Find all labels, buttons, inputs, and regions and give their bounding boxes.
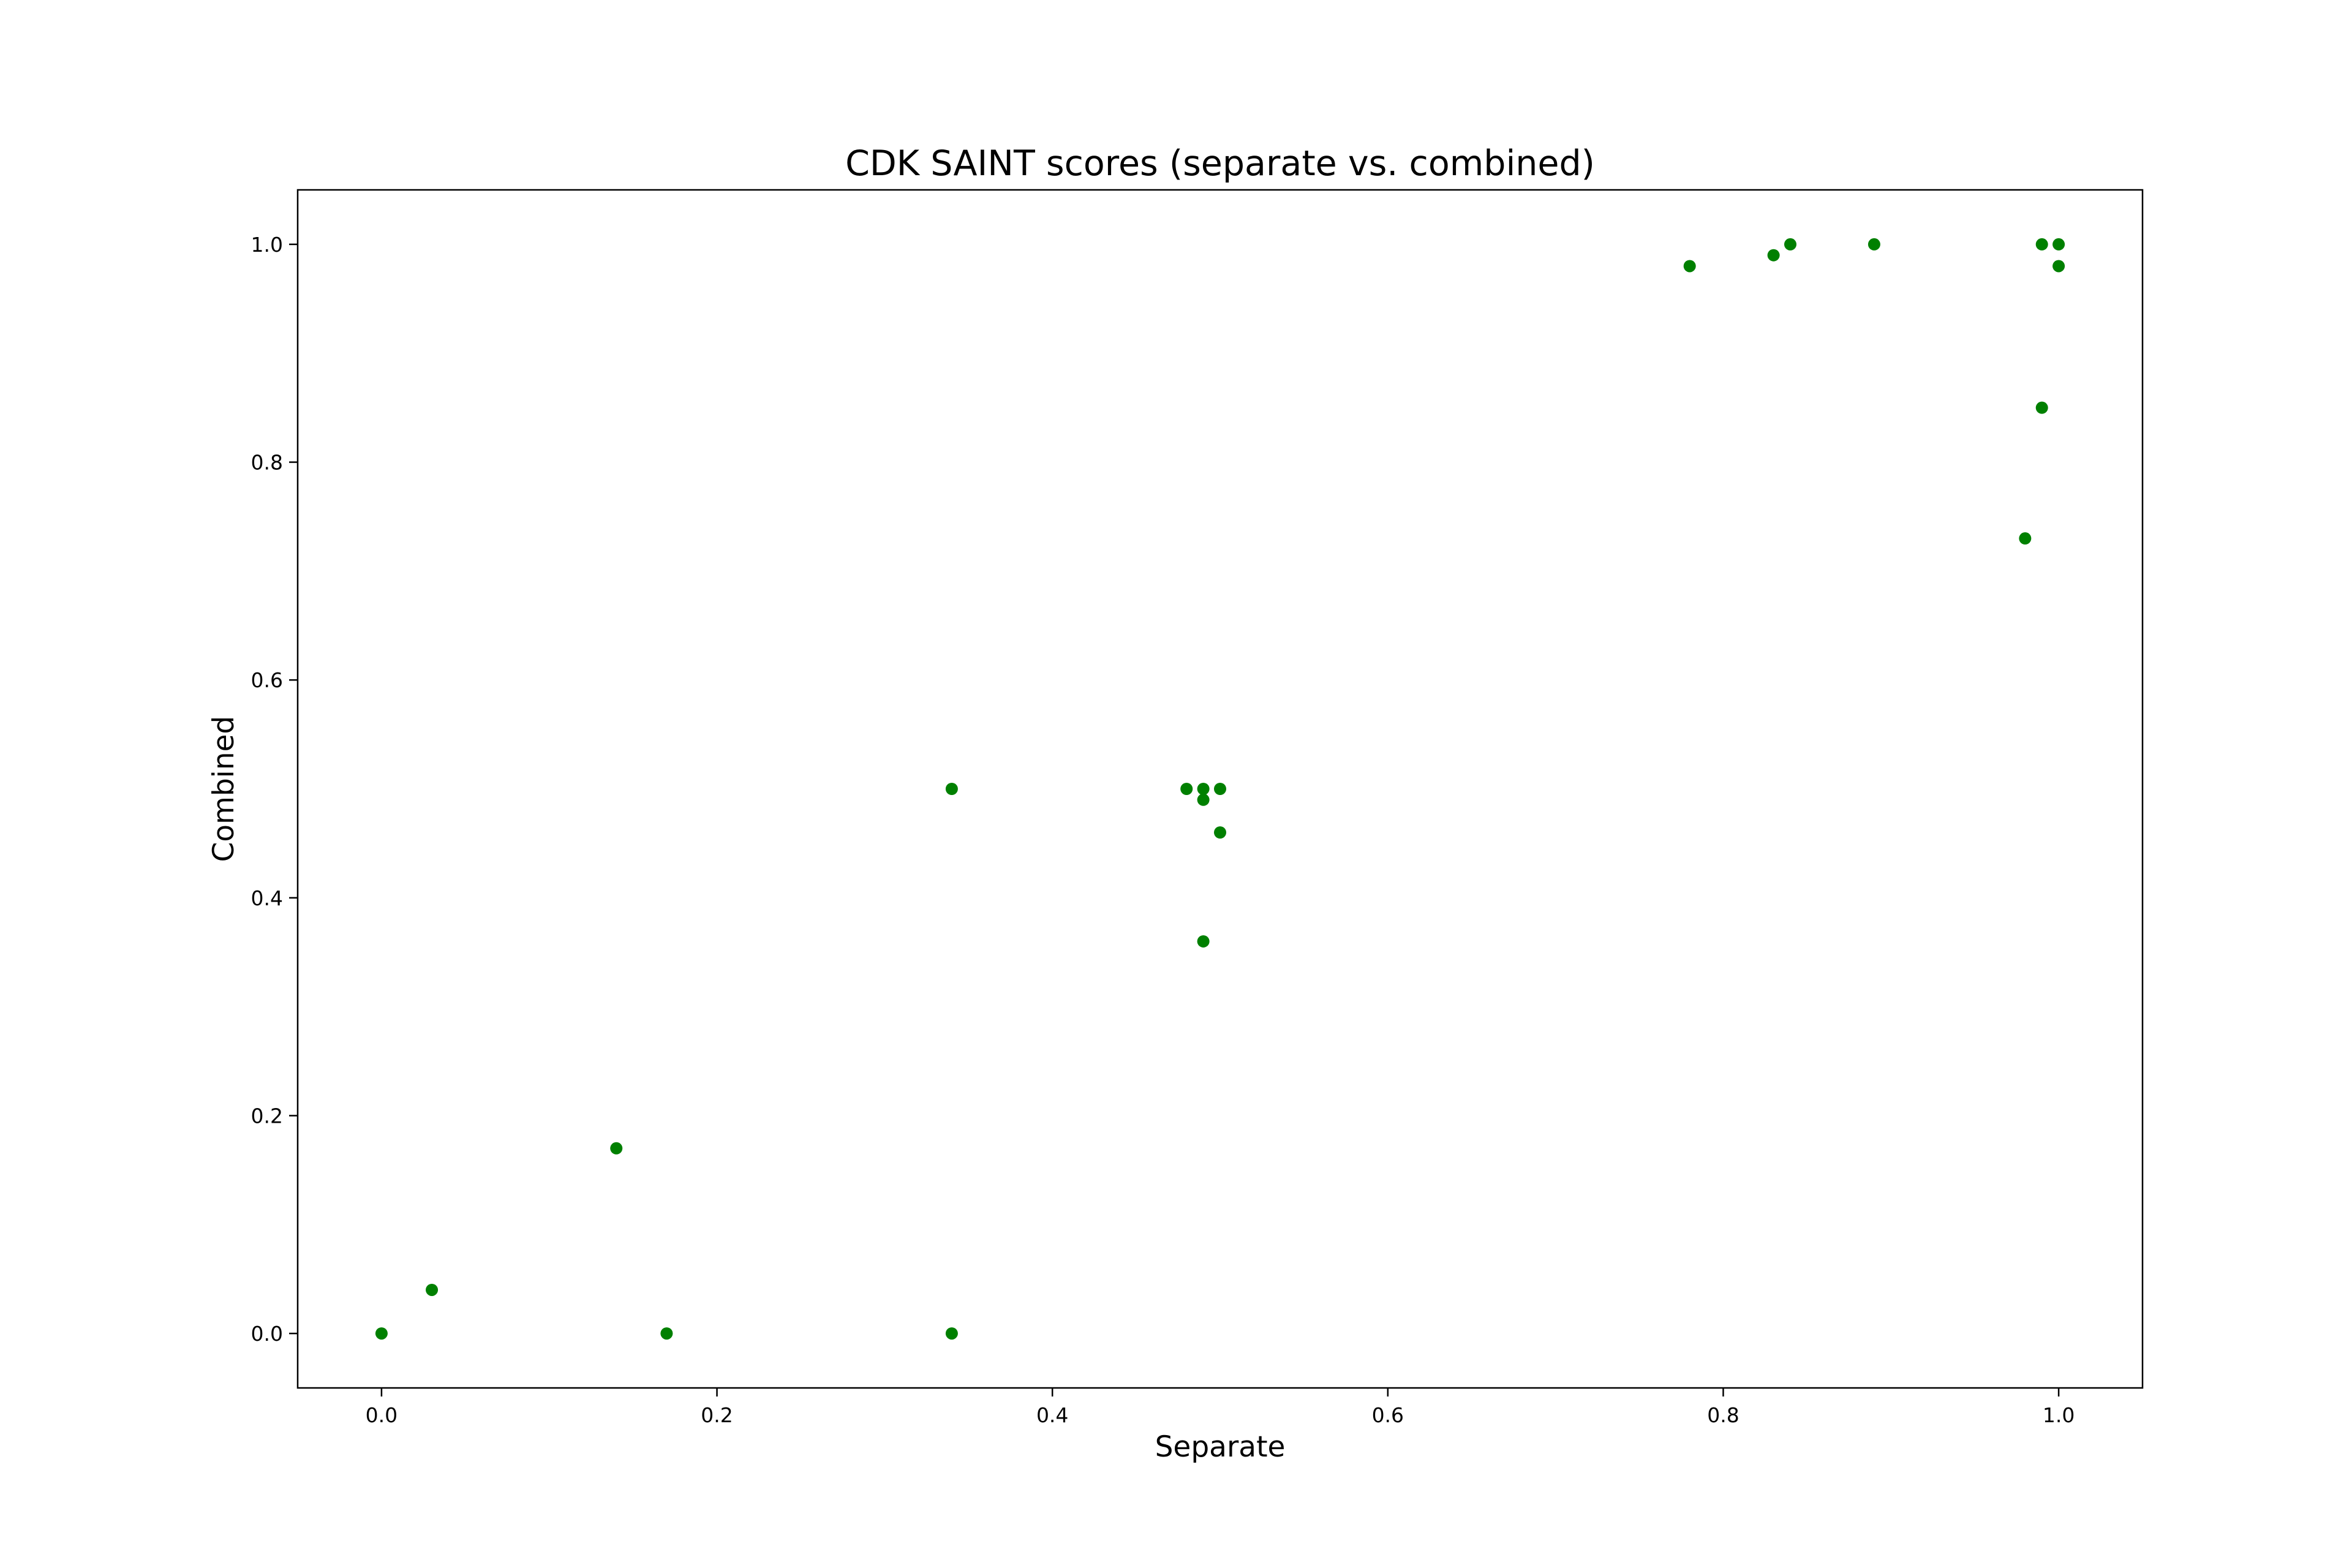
data-point bbox=[610, 1142, 623, 1155]
y-tick-label: 0.6 bbox=[251, 668, 283, 692]
data-point bbox=[945, 783, 958, 795]
data-point bbox=[2052, 260, 2065, 273]
data-points bbox=[375, 238, 2065, 1340]
y-tick-label: 0.2 bbox=[251, 1104, 283, 1128]
data-point bbox=[1214, 783, 1226, 795]
y-tick-label: 0.0 bbox=[251, 1322, 283, 1346]
x-tick-label: 1.0 bbox=[2043, 1403, 2075, 1427]
data-point bbox=[2052, 238, 2065, 251]
y-axis-title: Combined bbox=[207, 716, 241, 862]
data-point bbox=[660, 1327, 673, 1340]
data-point bbox=[2035, 238, 2048, 251]
data-point bbox=[1767, 249, 1780, 262]
data-point bbox=[1683, 260, 1696, 273]
x-tick-label: 0.6 bbox=[1372, 1403, 1404, 1427]
data-point bbox=[375, 1327, 388, 1340]
data-point bbox=[1180, 783, 1193, 795]
x-tick-label: 0.0 bbox=[366, 1403, 398, 1427]
data-point bbox=[1197, 793, 1210, 806]
y-tick-label: 0.4 bbox=[251, 886, 283, 910]
y-tick-label: 1.0 bbox=[251, 233, 283, 257]
y-axis-ticks: 0.0 0.2 0.4 0.6 0.8 1.0 bbox=[251, 233, 298, 1346]
chart-title: CDK SAINT scores (separate vs. combined) bbox=[845, 143, 1595, 184]
x-axis-ticks: 0.0 0.2 0.4 0.6 0.8 1.0 bbox=[366, 1388, 2075, 1427]
data-point bbox=[426, 1283, 439, 1296]
x-tick-label: 0.2 bbox=[701, 1403, 733, 1427]
plot-area-frame bbox=[296, 189, 2144, 1389]
data-point bbox=[2019, 532, 2032, 545]
x-tick-label: 0.8 bbox=[1707, 1403, 1739, 1427]
data-point bbox=[2035, 401, 2048, 414]
data-point bbox=[1784, 238, 1796, 251]
x-axis-title: Separate bbox=[1155, 1430, 1286, 1464]
y-tick-label: 0.8 bbox=[251, 451, 283, 475]
data-point bbox=[1214, 826, 1226, 839]
data-point bbox=[1197, 935, 1210, 948]
data-point bbox=[1197, 783, 1210, 795]
data-point bbox=[945, 1327, 958, 1340]
x-tick-label: 0.4 bbox=[1036, 1403, 1068, 1427]
data-point bbox=[1868, 238, 1880, 251]
